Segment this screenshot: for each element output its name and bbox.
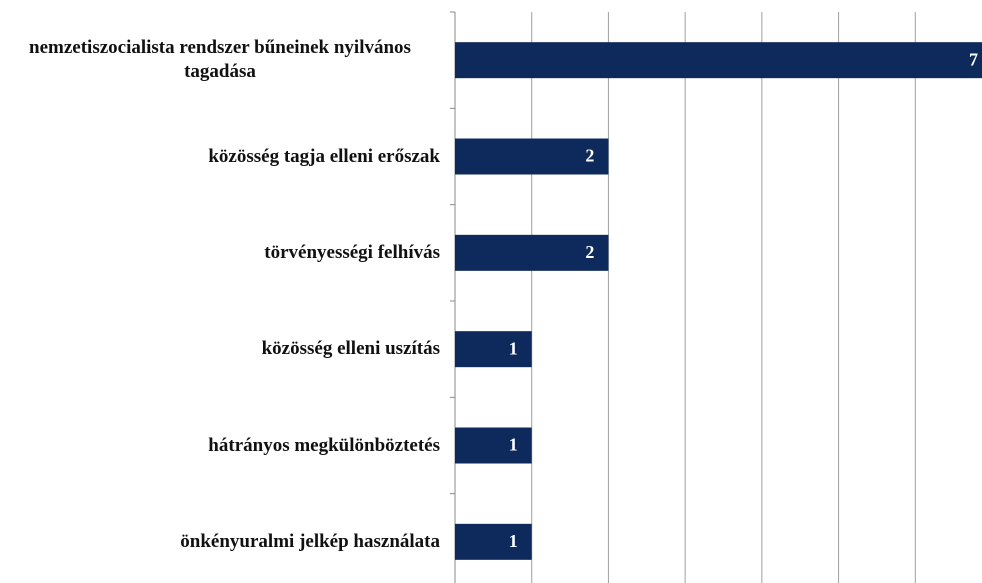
value-label: 7 <box>969 49 978 69</box>
value-label: 1 <box>509 435 518 455</box>
category-text: közösség tagja elleni erőszak <box>208 145 440 167</box>
category-text: törvényességi felhívás <box>264 241 440 263</box>
bar <box>455 427 532 464</box>
bar <box>455 138 609 175</box>
bar <box>455 234 609 271</box>
category-label: önkényuralmi jelkép használata <box>0 530 440 554</box>
category-text: közösség elleni uszítás <box>261 338 440 360</box>
category-text: önkényuralmi jelkép használata <box>180 530 440 552</box>
category-text: nemzetiszocialista rendszer bűneinek nyi… <box>29 37 411 83</box>
category-text: hátrányos megkülönböztetés <box>208 434 440 456</box>
bar <box>455 331 532 368</box>
category-label: hátrányos megkülönböztetés <box>0 434 440 458</box>
value-label: 2 <box>585 146 594 166</box>
value-label: 1 <box>509 338 518 358</box>
category-label: nemzetiszocialista rendszer bűneinek nyi… <box>0 36 440 84</box>
bar <box>455 42 982 79</box>
value-label: 1 <box>509 531 518 551</box>
bar <box>455 523 532 560</box>
category-label: törvényességi felhívás <box>0 241 440 265</box>
value-label: 2 <box>585 242 594 262</box>
category-label: közösség elleni uszítás <box>0 337 440 361</box>
category-label: közösség tagja elleni erőszak <box>0 145 440 169</box>
